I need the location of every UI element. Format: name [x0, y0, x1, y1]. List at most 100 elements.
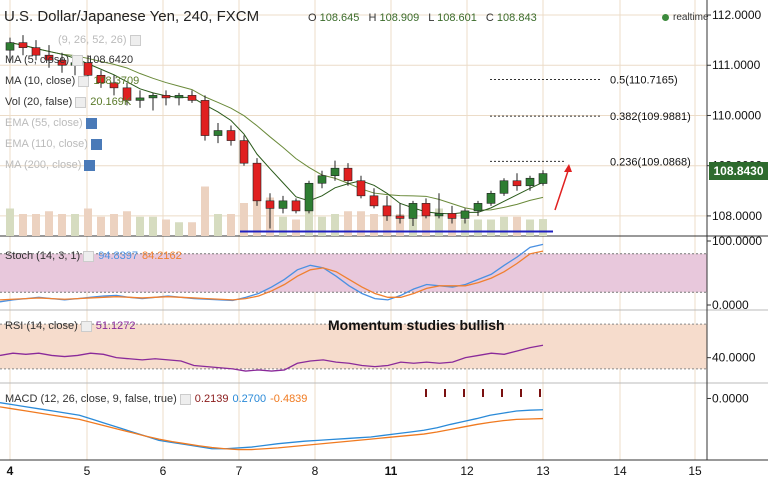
realtime-label: realtime: [673, 12, 709, 23]
macd-histogram-bar: [425, 389, 427, 397]
candle-body: [486, 193, 496, 204]
ema110-label[interactable]: EMA (110, close): [5, 138, 102, 150]
rsi-label[interactable]: RSI (14, close) 51.1272: [5, 320, 136, 332]
ohlc-readout: O 108.645 H 108.909 L 108.601 C 108.843: [308, 12, 543, 24]
stoch-d-value: 84.2162: [141, 250, 182, 262]
candle-body: [44, 54, 54, 61]
ma200-label[interactable]: MA (200, close): [5, 159, 96, 171]
candle-body: [473, 203, 483, 212]
rsi-value: 51.1272: [95, 320, 136, 332]
ma10-label[interactable]: MA (10, close) 108.3709: [5, 75, 140, 87]
fib-label: 0.382(109.9881): [610, 111, 691, 123]
candle-body: [18, 42, 28, 48]
macd-histogram-bar: [463, 389, 465, 397]
volume-bar: [318, 216, 326, 236]
candle-body: [447, 213, 457, 219]
settings-icon[interactable]: [72, 54, 84, 66]
volume-bar: [201, 186, 209, 236]
pane-tick-label: 0.0000: [712, 298, 749, 312]
candle-body: [161, 95, 171, 99]
chart-title: U.S. Dollar/Japanese Yen, 240, FXCM: [4, 8, 259, 25]
ma5-value: 108.6420: [87, 54, 134, 66]
settings-icon[interactable]: [80, 320, 92, 332]
visibility-icon[interactable]: [85, 117, 97, 129]
macd-histogram-bar: [482, 389, 484, 397]
title-text: U.S. Dollar/Japanese Yen, 240, FXCM: [4, 8, 260, 25]
candle-body: [31, 47, 41, 56]
macd-signal-line: [0, 406, 544, 451]
candle-body: [512, 180, 522, 187]
volume-bar: [500, 216, 508, 236]
ma10-value: 108.3709: [93, 75, 140, 87]
ma5-label[interactable]: MA (5, close) 108.6420: [5, 54, 134, 66]
ohlc-o-value: 108.645: [319, 12, 360, 24]
stoch-label[interactable]: Stoch (14, 3, 1) 94.8397 84.2162: [5, 250, 182, 262]
candle-body: [408, 203, 418, 219]
candle-body: [57, 59, 67, 66]
candle-body: [148, 95, 158, 99]
candle-body: [135, 97, 145, 101]
candle-body: [343, 167, 353, 182]
rsi-line: [0, 344, 544, 372]
volume-bar: [357, 211, 365, 236]
macd-label[interactable]: MACD (12, 26, close, 9, false, true) 0.21…: [5, 393, 308, 405]
volume-bar: [331, 214, 339, 236]
x-tick-label: 14: [613, 464, 627, 478]
volume-bar: [279, 216, 287, 236]
x-tick-label: 15: [688, 464, 702, 478]
candle-body: [525, 177, 535, 187]
x-tick-label: 5: [84, 464, 91, 478]
settings-icon[interactable]: [179, 393, 191, 405]
volume-bar: [539, 219, 547, 236]
volume-bar: [123, 211, 131, 236]
visibility-icon[interactable]: [84, 159, 96, 171]
volume-bar: [227, 214, 235, 236]
current-price-badge: 108.8430: [709, 162, 768, 180]
ohlc-c-key: C: [485, 12, 494, 24]
volume-bar: [513, 216, 521, 236]
settings-icon[interactable]: [83, 250, 95, 262]
realtime-dot-icon: [662, 13, 669, 21]
arrow-shaft: [554, 167, 570, 211]
settings-icon[interactable]: [78, 75, 90, 87]
macd-histogram-bar: [520, 389, 522, 397]
volume-bar: [305, 200, 313, 236]
candle-body: [83, 62, 93, 76]
volume-bar: [435, 208, 443, 236]
settings-icon[interactable]: [129, 34, 141, 46]
arrow-icon: [564, 164, 572, 172]
fib-label: 0.236(109.0868): [610, 156, 691, 168]
x-tick-label: 12: [460, 464, 474, 478]
volume-bar: [175, 222, 183, 236]
volume-bar: [97, 216, 105, 236]
candle-body: [538, 173, 548, 184]
macd-histogram-bar: [501, 389, 503, 397]
volume-bar: [6, 208, 14, 236]
candle-body: [421, 203, 431, 217]
candle-body: [499, 180, 509, 194]
macd-value: 0.2700: [232, 393, 267, 405]
ohlc-c-value: 108.843: [496, 12, 537, 24]
ema55-label[interactable]: EMA (55, close): [5, 117, 97, 129]
ohlc-h-key: H: [368, 12, 377, 24]
candle-body: [174, 95, 184, 99]
stoch-d-line: [0, 250, 544, 301]
visibility-icon[interactable]: [90, 138, 102, 150]
volume-bar: [461, 219, 469, 236]
volume-label[interactable]: Vol (20, false) 20.169K: [5, 96, 132, 108]
candle-body: [356, 180, 366, 197]
macd-hist-value: 0.2139: [194, 393, 229, 405]
candle-body: [96, 74, 106, 84]
volume-bar: [188, 222, 196, 236]
ichimoku-label[interactable]: (9, 26, 52, 26): [58, 34, 141, 46]
rsi-band: [0, 324, 707, 369]
y-tick-label: 112.0000: [712, 8, 761, 22]
macd-signal-value: -0.4839: [270, 393, 308, 405]
volume-bar: [370, 214, 378, 236]
settings-icon[interactable]: [75, 96, 87, 108]
volume-bar: [19, 214, 27, 236]
candle-body: [434, 213, 444, 217]
volume-bar: [58, 214, 66, 236]
candle-body: [187, 95, 197, 101]
